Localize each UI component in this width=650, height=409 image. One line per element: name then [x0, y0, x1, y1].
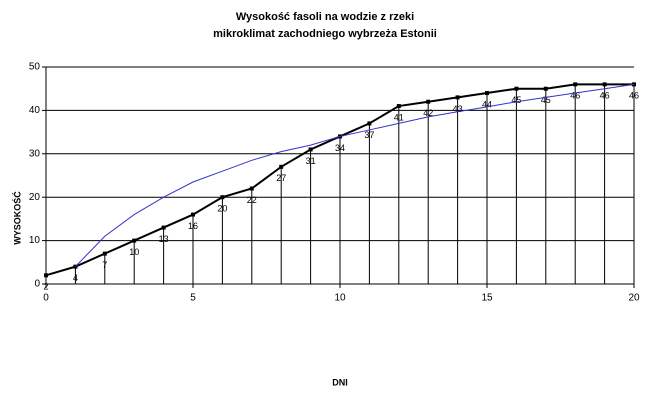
- data-label: 22: [247, 195, 257, 205]
- marker: [44, 273, 48, 278]
- data-label: 45: [541, 95, 551, 105]
- marker: [426, 99, 431, 104]
- marker: [102, 251, 107, 256]
- data-label: 4: [73, 273, 78, 283]
- y-tick-label: 20: [29, 192, 41, 203]
- marker: [308, 147, 313, 152]
- marker: [249, 186, 254, 191]
- y-tick-label: 30: [29, 148, 41, 159]
- marker: [514, 86, 519, 91]
- y-tick-label: 50: [29, 62, 41, 73]
- data-label: 13: [159, 234, 169, 244]
- chart-subtitle: mikroklimat zachodniego wybrzeża Estonii: [213, 28, 437, 40]
- x-tick-label: 10: [334, 293, 346, 304]
- data-label: 20: [217, 204, 227, 214]
- marker: [455, 95, 460, 100]
- marker: [132, 238, 137, 243]
- x-axis-label: DNI: [332, 377, 348, 387]
- marker: [367, 121, 372, 126]
- data-label: 41: [394, 112, 404, 122]
- marker: [485, 91, 489, 96]
- series-line: [75, 83, 635, 267]
- data-label: 42: [423, 108, 433, 118]
- marker: [279, 164, 284, 169]
- x-tick-label: 0: [43, 293, 49, 304]
- data-label: 46: [600, 91, 610, 101]
- data-label: 31: [306, 156, 316, 166]
- y-tick-label: 10: [29, 235, 41, 246]
- data-label: 45: [511, 95, 521, 105]
- marker: [573, 82, 578, 87]
- data-label: 43: [453, 104, 463, 114]
- marker: [191, 212, 195, 217]
- y-axis-label: WYSOKOŚĆ: [11, 191, 22, 245]
- marker: [220, 195, 225, 200]
- marker: [543, 86, 548, 91]
- x-tick-label: 20: [628, 293, 640, 304]
- y-tick-label: 40: [29, 105, 41, 116]
- marker: [602, 82, 607, 87]
- data-label: 37: [364, 130, 374, 140]
- chart-title: Wysokość fasoli na wodzie z rzeki: [236, 11, 414, 23]
- data-label: 2: [43, 282, 48, 292]
- marker: [161, 225, 166, 230]
- data-label: 7: [102, 260, 107, 270]
- marker: [396, 104, 401, 109]
- data-label: 44: [482, 99, 492, 109]
- data-label: 10: [129, 247, 139, 257]
- x-tick-label: 5: [190, 293, 196, 304]
- data-label: 16: [188, 221, 198, 231]
- y-tick-label: 0: [34, 279, 40, 290]
- x-tick-label: 15: [481, 293, 493, 304]
- data-label: 46: [629, 91, 639, 101]
- data-label: 27: [276, 173, 286, 183]
- data-label: 34: [335, 143, 345, 153]
- data-label: 46: [570, 91, 580, 101]
